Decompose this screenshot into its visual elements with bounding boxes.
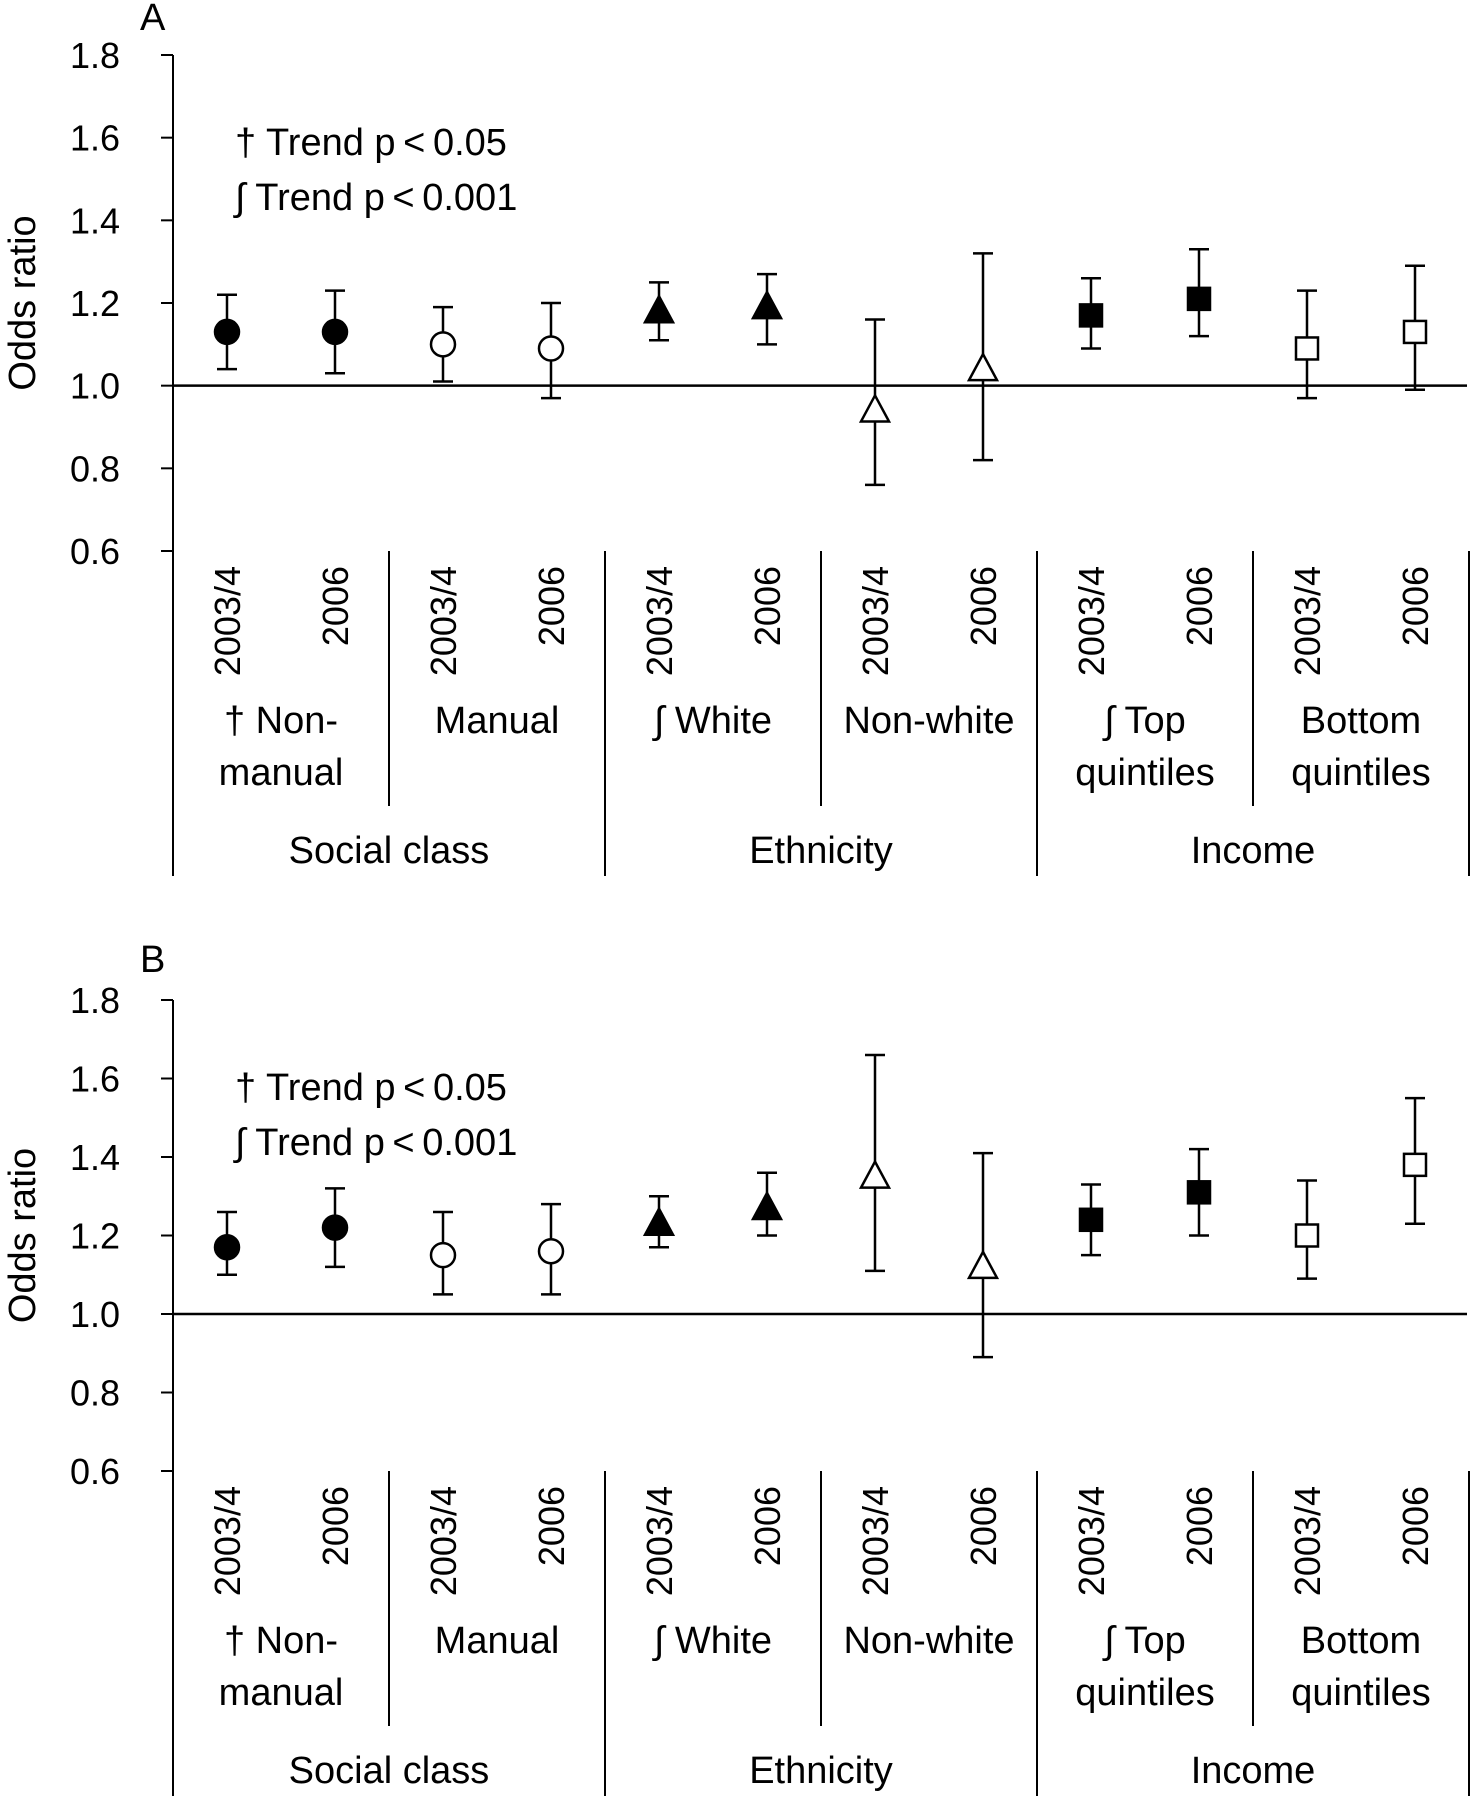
chart-panel-a: A 0.6 0.8 1.0 1.2 1.4 1.6 1.8 Odds ratio † Trend … xyxy=(2,0,1470,876)
data-point xyxy=(750,1190,784,1221)
group-label: ∫ Top xyxy=(1102,1620,1186,1662)
x-tick-label: 2006 xyxy=(315,566,356,646)
y-tick-label: 1.0 xyxy=(70,366,120,407)
group-label: quintiles xyxy=(1075,1672,1214,1714)
x-tick-label: 2006 xyxy=(1179,1486,1220,1566)
group-label: manual xyxy=(219,1672,344,1714)
data-point xyxy=(642,1206,676,1236)
x-tick-label: 2003/4 xyxy=(1071,566,1112,676)
x-tick-label: 2006 xyxy=(1395,566,1436,646)
data-point xyxy=(1186,1180,1212,1205)
data-point xyxy=(858,1158,892,1189)
trend-annotation: † Trend p < 0.05 xyxy=(235,122,507,164)
data-point xyxy=(750,289,784,320)
x-tick-label: 2006 xyxy=(747,566,788,646)
group-label: quintiles xyxy=(1291,752,1430,794)
x-tick-label: 2003/4 xyxy=(1287,566,1328,676)
data-point xyxy=(858,392,892,423)
group-label: quintiles xyxy=(1291,1672,1430,1714)
group-label: Bottom xyxy=(1301,700,1421,742)
domain-label: Social class xyxy=(289,1750,490,1792)
group-label: manual xyxy=(219,752,344,794)
group-label: quintiles xyxy=(1075,752,1214,794)
x-tick-label: 2006 xyxy=(1395,1486,1436,1566)
y-tick-label: 1.0 xyxy=(70,1294,120,1335)
domain-label: Social class xyxy=(289,830,490,872)
x-tick-label: 2006 xyxy=(747,1486,788,1566)
x-tick-label: 2003/4 xyxy=(855,566,896,676)
group-label: Non-white xyxy=(843,1620,1014,1662)
data-point xyxy=(213,318,241,346)
y-tick-label: 0.6 xyxy=(70,1451,120,1492)
group-label: ∫ Top xyxy=(1102,700,1186,742)
data-point xyxy=(429,331,457,358)
y-tick-label: 1.6 xyxy=(70,118,120,159)
x-tick-label: 2006 xyxy=(1179,566,1220,646)
chart-panel-b: B 0.6 0.8 1.0 1.2 1.4 1.6 1.8 Odds ratio † Trend … xyxy=(2,939,1470,1796)
y-tick-label: 1.8 xyxy=(70,980,120,1021)
y-tick-label: 0.8 xyxy=(70,448,120,489)
x-tick-label: 2006 xyxy=(963,566,1004,646)
data-point xyxy=(321,1214,349,1241)
domain-label: Ethnicity xyxy=(749,830,893,872)
group-label: Manual xyxy=(435,700,560,742)
group-label: † Non- xyxy=(224,700,338,742)
group-label: Bottom xyxy=(1301,1620,1421,1662)
y-tick-label: 0.6 xyxy=(70,531,120,572)
x-tick-label: 2003/4 xyxy=(423,566,464,676)
group-label: ∫ White xyxy=(652,700,772,742)
data-point xyxy=(966,1249,1000,1280)
x-tick-label: 2003/4 xyxy=(1071,1486,1112,1596)
panel-label: A xyxy=(140,0,166,39)
y-axis-label: Odds ratio xyxy=(2,215,44,390)
trend-annotation: ∫ Trend p < 0.001 xyxy=(233,177,517,219)
x-tick-label: 2006 xyxy=(531,566,572,646)
y-tick-label: 1.4 xyxy=(70,1137,120,1178)
y-tick-label: 1.2 xyxy=(70,283,120,324)
data-point xyxy=(429,1241,457,1269)
x-tick-label: 2003/4 xyxy=(423,1486,464,1596)
y-axis-label: Odds ratio xyxy=(2,1148,44,1323)
x-tick-label: 2006 xyxy=(963,1486,1004,1566)
y-tick-label: 1.2 xyxy=(70,1216,120,1257)
data-point xyxy=(537,1237,565,1265)
data-point xyxy=(1186,286,1212,312)
y-tick-label: 1.8 xyxy=(70,35,120,76)
trend-annotation: ∫ Trend p < 0.001 xyxy=(233,1122,517,1164)
data-point xyxy=(321,318,349,346)
data-point xyxy=(1078,1207,1104,1233)
x-tick-label: 2003/4 xyxy=(207,1486,248,1596)
domain-label: Income xyxy=(1191,1750,1316,1792)
data-point xyxy=(1402,1152,1428,1178)
group-label: † Non- xyxy=(224,1620,338,1662)
trend-annotation: † Trend p < 0.05 xyxy=(235,1067,507,1109)
x-tick-label: 2003/4 xyxy=(1287,1486,1328,1596)
y-tick-label: 1.4 xyxy=(70,200,120,241)
x-tick-label: 2003/4 xyxy=(639,1486,680,1596)
group-label: Non-white xyxy=(843,700,1014,742)
data-point xyxy=(966,351,1000,382)
data-point xyxy=(1078,303,1104,328)
x-tick-label: 2003/4 xyxy=(207,566,248,676)
group-label: ∫ White xyxy=(652,1620,772,1662)
group-label: Manual xyxy=(435,1620,560,1662)
x-tick-label: 2006 xyxy=(315,1486,356,1566)
data-point xyxy=(213,1234,241,1261)
y-tick-label: 0.8 xyxy=(70,1373,120,1414)
x-tick-label: 2006 xyxy=(531,1486,572,1566)
y-tick-label: 1.6 xyxy=(70,1059,120,1100)
data-point xyxy=(1402,319,1428,345)
data-point xyxy=(1294,336,1320,361)
domain-label: Income xyxy=(1191,830,1316,872)
data-point xyxy=(642,293,676,324)
panel-label: B xyxy=(140,939,165,981)
data-point xyxy=(537,335,565,362)
domain-label: Ethnicity xyxy=(749,1750,893,1792)
data-point xyxy=(1294,1223,1320,1248)
x-tick-label: 2003/4 xyxy=(639,566,680,676)
x-tick-label: 2003/4 xyxy=(855,1486,896,1596)
